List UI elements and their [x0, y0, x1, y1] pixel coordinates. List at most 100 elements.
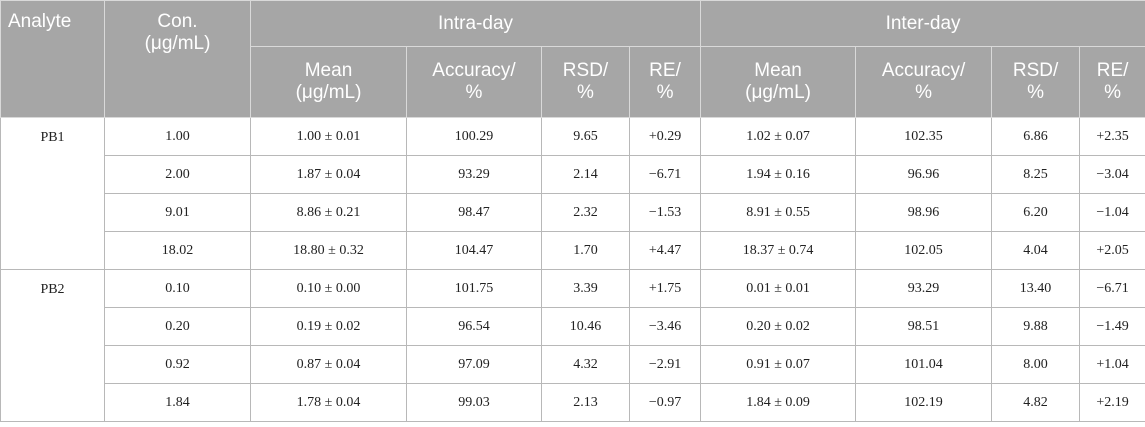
inter-accuracy-cell: 102.35 [855, 117, 993, 156]
table-row: 1.84 1.78 ± 0.04 99.03 2.13 −0.97 1.84 ±… [1, 383, 1145, 422]
con-cell: 1.84 [104, 383, 251, 422]
inter-accuracy-cell: 98.51 [855, 307, 993, 346]
intra-mean-cell: 1.78 ± 0.04 [250, 383, 407, 422]
header-intra-re-line1: RE/ [649, 60, 681, 81]
inter-re-cell: −6.71 [1079, 269, 1145, 308]
header-intra-re-line2: % [656, 82, 674, 103]
intra-accuracy-cell: 100.29 [406, 117, 542, 156]
intra-accuracy-cell: 97.09 [406, 345, 542, 384]
intra-mean-cell: 18.80 ± 0.32 [250, 231, 407, 270]
table-row: 0.92 0.87 ± 0.04 97.09 4.32 −2.91 0.91 ±… [1, 345, 1145, 384]
table-row: 9.01 8.86 ± 0.21 98.47 2.32 −1.53 8.91 ±… [1, 193, 1145, 232]
header-intra-accuracy: Accuracy/ % [406, 46, 542, 118]
inter-accuracy-cell: 96.96 [855, 155, 993, 194]
header-con-line1: Con. [157, 11, 198, 32]
inter-rsd-cell: 6.20 [991, 193, 1081, 232]
intra-rsd-cell: 2.13 [541, 383, 630, 422]
inter-accuracy-cell: 102.05 [855, 231, 993, 270]
intra-rsd-cell: 10.46 [541, 307, 630, 346]
inter-accuracy-cell: 98.96 [855, 193, 993, 232]
header-intra-accuracy-line2: % [465, 82, 483, 103]
con-cell: 0.10 [104, 269, 251, 308]
inter-re-cell: +1.04 [1079, 345, 1145, 384]
con-cell: 0.20 [104, 307, 251, 346]
intra-re-cell: −0.97 [628, 383, 702, 422]
header-intra-rsd-line1: RSD/ [562, 60, 609, 81]
inter-re-cell: −1.49 [1079, 307, 1145, 346]
header-inter-accuracy-line1: Accuracy/ [881, 60, 966, 81]
intra-accuracy-cell: 96.54 [406, 307, 542, 346]
intra-mean-cell: 1.00 ± 0.01 [250, 117, 407, 156]
header-concentration: Con. (μg/mL) [104, 0, 251, 118]
header-inter-re: RE/ % [1079, 46, 1145, 118]
intra-re-cell: −3.46 [628, 307, 702, 346]
intra-rsd-cell: 9.65 [541, 117, 630, 156]
inter-mean-cell: 1.84 ± 0.09 [700, 383, 857, 422]
table-row: 0.20 0.19 ± 0.02 96.54 10.46 −3.46 0.20 … [1, 307, 1145, 346]
header-intra-re: RE/ % [628, 46, 702, 118]
inter-mean-cell: 1.94 ± 0.16 [700, 155, 857, 194]
header-intra-mean-line2: (μg/mL) [295, 82, 362, 103]
intra-rsd-cell: 2.32 [541, 193, 630, 232]
header-analyte-label: Analyte [8, 11, 72, 32]
header-intra-rsd: RSD/ % [541, 46, 630, 118]
table-row: 18.02 18.80 ± 0.32 104.47 1.70 +4.47 18.… [1, 231, 1145, 270]
inter-re-cell: −3.04 [1079, 155, 1145, 194]
header-intra-mean-line1: Mean [304, 60, 353, 81]
intra-mean-cell: 0.10 ± 0.00 [250, 269, 407, 308]
inter-mean-cell: 0.01 ± 0.01 [700, 269, 857, 308]
intra-mean-cell: 8.86 ± 0.21 [250, 193, 407, 232]
intra-mean-cell: 0.87 ± 0.04 [250, 345, 407, 384]
intra-rsd-cell: 3.39 [541, 269, 630, 308]
header-intra-mean: Mean (μg/mL) [250, 46, 407, 118]
header-inter-mean: Mean (μg/mL) [700, 46, 857, 118]
inter-mean-cell: 0.91 ± 0.07 [700, 345, 857, 384]
inter-rsd-cell: 8.00 [991, 345, 1081, 384]
header-inter-day: Inter-day [700, 0, 1145, 47]
analyte-cell: PB2 [0, 269, 105, 422]
header-inter-rsd: RSD/ % [991, 46, 1081, 118]
intra-accuracy-cell: 99.03 [406, 383, 542, 422]
inter-rsd-cell: 4.04 [991, 231, 1081, 270]
inter-mean-cell: 1.02 ± 0.07 [700, 117, 857, 156]
intra-re-cell: +0.29 [628, 117, 702, 156]
intra-re-cell: +1.75 [628, 269, 702, 308]
intra-accuracy-cell: 93.29 [406, 155, 542, 194]
intra-re-cell: −6.71 [628, 155, 702, 194]
header-inter-accuracy: Accuracy/ % [855, 46, 993, 118]
inter-accuracy-cell: 93.29 [855, 269, 993, 308]
intra-rsd-cell: 1.70 [541, 231, 630, 270]
intra-rsd-cell: 4.32 [541, 345, 630, 384]
header-intra-rsd-line2: % [577, 82, 594, 103]
inter-re-cell: +2.19 [1079, 383, 1145, 422]
con-cell: 1.00 [104, 117, 251, 156]
inter-mean-cell: 0.20 ± 0.02 [700, 307, 857, 346]
intra-mean-cell: 1.87 ± 0.04 [250, 155, 407, 194]
inter-rsd-cell: 13.40 [991, 269, 1081, 308]
inter-re-cell: +2.05 [1079, 231, 1145, 270]
header-con-line2: (μg/mL) [144, 33, 211, 54]
intra-rsd-cell: 2.14 [541, 155, 630, 194]
header-intra-accuracy-line1: Accuracy/ [432, 60, 516, 81]
inter-re-cell: −1.04 [1079, 193, 1145, 232]
inter-rsd-cell: 9.88 [991, 307, 1081, 346]
intra-re-cell: +4.47 [628, 231, 702, 270]
table-row: PB1 1.00 1.00 ± 0.01 100.29 9.65 +0.29 1… [0, 117, 1145, 270]
header-inter-accuracy-line2: % [915, 82, 932, 103]
header-inter-re-line1: RE/ [1096, 60, 1129, 81]
intra-mean-cell: 0.19 ± 0.02 [250, 307, 407, 346]
inter-mean-cell: 8.91 ± 0.55 [700, 193, 857, 232]
con-cell: 0.92 [104, 345, 251, 384]
header-inter-rsd-line1: RSD/ [1012, 60, 1059, 81]
inter-mean-cell: 18.37 ± 0.74 [700, 231, 857, 270]
header-inter-rsd-line2: % [1027, 82, 1044, 103]
table-row: 2.00 1.87 ± 0.04 93.29 2.14 −6.71 1.94 ±… [1, 155, 1145, 194]
header-inter-re-line2: % [1104, 82, 1122, 103]
con-cell: 18.02 [104, 231, 251, 270]
analyte-cell: PB1 [0, 117, 105, 270]
inter-re-cell: +2.35 [1079, 117, 1145, 156]
inter-accuracy-cell: 102.19 [855, 383, 993, 422]
table-row: PB2 0.10 0.10 ± 0.00 101.75 3.39 +1.75 0… [0, 269, 1145, 422]
con-cell: 9.01 [104, 193, 251, 232]
